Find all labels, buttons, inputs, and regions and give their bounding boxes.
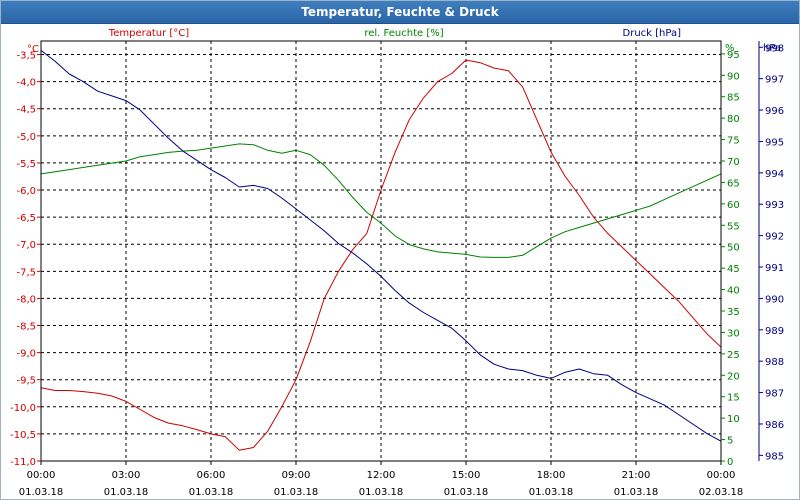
x-tick-time: 03:00 bbox=[112, 470, 141, 481]
x-tick-date: 01.03.18 bbox=[189, 487, 234, 498]
temperature-tick-label: -10,5 bbox=[10, 430, 36, 441]
humidity-tick-label: 45 bbox=[727, 264, 740, 275]
temperature-tick-label: -10,0 bbox=[10, 403, 36, 414]
humidity-tick-label: 10 bbox=[727, 414, 740, 425]
pressure-tick-label: 988 bbox=[765, 357, 784, 368]
x-tick-date: 01.03.18 bbox=[19, 487, 64, 498]
humidity-tick-label: 50 bbox=[727, 243, 740, 254]
temperature-tick-label: -4,5 bbox=[16, 105, 36, 116]
humidity-unit: % bbox=[725, 43, 735, 54]
pressure-tick-label: 995 bbox=[765, 137, 784, 148]
humidity-tick-label: 35 bbox=[727, 307, 740, 318]
pressure-tick-label: 994 bbox=[765, 169, 784, 180]
x-tick-time: 00:00 bbox=[707, 470, 736, 481]
temperature-tick-label: -7,5 bbox=[16, 267, 36, 278]
x-tick-time: 18:00 bbox=[537, 470, 566, 481]
humidity-tick-label: 75 bbox=[727, 136, 740, 147]
humidity-tick-label: 70 bbox=[727, 157, 740, 168]
temperature-tick-label: -8,0 bbox=[16, 294, 36, 305]
x-tick-date: 01.03.18 bbox=[274, 487, 319, 498]
pressure-tick-label: 987 bbox=[765, 389, 784, 400]
pressure-unit: hPa bbox=[763, 43, 781, 54]
temperature-tick-label: -5,5 bbox=[16, 159, 36, 170]
pressure-axis-title: Druck [hPa] bbox=[623, 28, 682, 39]
x-tick-time: 00:00 bbox=[27, 470, 56, 481]
temperature-tick-label: -6,0 bbox=[16, 186, 36, 197]
pressure-tick-label: 998 bbox=[765, 43, 784, 54]
pressure-tick-label: 990 bbox=[765, 294, 784, 305]
x-tick-date: 01.03.18 bbox=[444, 487, 489, 498]
humidity-tick-label: 25 bbox=[727, 350, 740, 361]
temperature-axis-title: Temperatur [°C] bbox=[108, 28, 189, 39]
series-line-humidity bbox=[40, 143, 722, 258]
humidity-tick-label: 65 bbox=[727, 178, 740, 189]
window-title: Temperatur, Feuchte & Druck bbox=[1, 1, 799, 24]
x-tick-date: 01.03.18 bbox=[104, 487, 149, 498]
temperature-tick-label: -11,0 bbox=[10, 457, 36, 468]
x-tick-date: 01.03.18 bbox=[614, 487, 659, 498]
pressure-tick-label: 997 bbox=[765, 75, 784, 86]
temperature-tick-label: -3,5 bbox=[16, 51, 36, 62]
humidity-tick-label: 85 bbox=[727, 93, 740, 104]
x-tick-date: 01.03.18 bbox=[359, 487, 404, 498]
pressure-tick-label: 991 bbox=[765, 263, 784, 274]
pressure-tick-label: 985 bbox=[765, 451, 784, 462]
humidity-tick-label: 95 bbox=[727, 50, 740, 61]
grid-lines bbox=[41, 41, 721, 462]
series-group bbox=[40, 50, 722, 451]
x-tick-date: 01.03.18 bbox=[529, 487, 574, 498]
humidity-tick-label: 60 bbox=[727, 200, 740, 211]
humidity-tick-label: 40 bbox=[727, 286, 740, 297]
humidity-tick-label: 30 bbox=[727, 328, 740, 339]
temperature-tick-label: -4,0 bbox=[16, 78, 36, 89]
series-line-temperature bbox=[40, 59, 722, 451]
temperature-tick-label: -7,0 bbox=[16, 240, 36, 251]
humidity-tick-label: 90 bbox=[727, 71, 740, 82]
temperature-tick-label: -9,5 bbox=[16, 376, 36, 387]
x-tick-time: 15:00 bbox=[452, 470, 481, 481]
x-tick-time: 09:00 bbox=[282, 470, 311, 481]
humidity-tick-label: 5 bbox=[727, 436, 733, 447]
series-line-pressure bbox=[40, 50, 722, 442]
pressure-tick-label: 986 bbox=[765, 420, 784, 431]
temperature-tick-label: -9,0 bbox=[16, 349, 36, 360]
humidity-tick-label: 20 bbox=[727, 371, 740, 382]
tick-labels: 00:00 01.03.18 03:00 01.03.18 06:00 01.03.18 0… bbox=[10, 41, 784, 498]
temperature-unit: °C bbox=[27, 44, 39, 55]
temperature-tick-label: -5,0 bbox=[16, 132, 36, 143]
humidity-axis-title: rel. Feuchte [%] bbox=[364, 28, 443, 39]
humidity-tick-label: 0 bbox=[727, 457, 733, 468]
x-tick-date: 02.03.18 bbox=[699, 487, 744, 498]
humidity-tick-label: 15 bbox=[727, 393, 740, 404]
humidity-tick-label: 55 bbox=[727, 221, 740, 232]
x-tick-time: 21:00 bbox=[622, 470, 651, 481]
x-tick-time: 12:00 bbox=[367, 470, 396, 481]
pressure-tick-label: 989 bbox=[765, 326, 784, 337]
temperature-tick-label: -6,5 bbox=[16, 213, 36, 224]
pressure-tick-label: 992 bbox=[765, 232, 784, 243]
humidity-tick-label: 80 bbox=[727, 114, 740, 125]
temperature-tick-label: -8,5 bbox=[16, 322, 36, 333]
pressure-tick-label: 996 bbox=[765, 106, 784, 117]
x-tick-time: 06:00 bbox=[197, 470, 226, 481]
pressure-tick-label: 993 bbox=[765, 200, 784, 211]
